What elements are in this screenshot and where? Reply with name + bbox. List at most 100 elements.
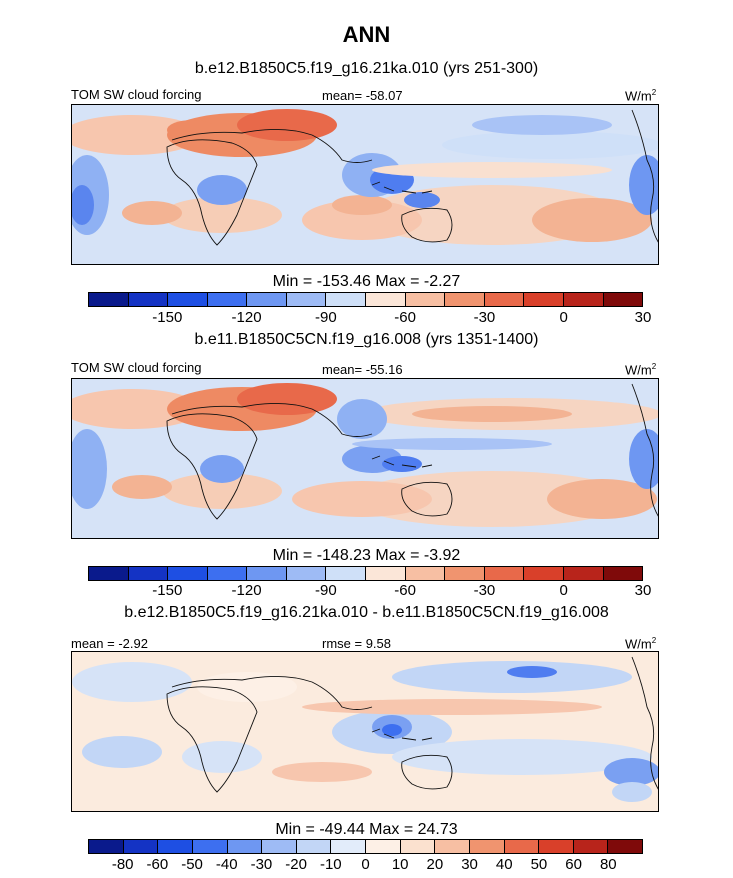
colorbar-swatch bbox=[539, 840, 574, 853]
colorbar-swatch bbox=[469, 840, 505, 853]
colorbar-swatch bbox=[445, 567, 485, 580]
colorbar-tick-label: -30 bbox=[473, 309, 496, 326]
colorbar-swatch bbox=[331, 840, 366, 853]
panel-1-ticks: -150 -120 -90 -60 -30 0 30 bbox=[88, 309, 651, 327]
colorbar-swatch bbox=[89, 567, 129, 580]
colorbar-swatch bbox=[405, 567, 446, 580]
colorbar-tick-label: -20 bbox=[285, 856, 307, 873]
colorbar-tick-label: -60 bbox=[394, 582, 416, 599]
panel-1-field bbox=[72, 105, 658, 264]
colorbar-swatch bbox=[366, 840, 401, 853]
panel-1-left-label: TOM SW cloud forcing bbox=[71, 87, 202, 102]
colorbar-swatch bbox=[326, 293, 367, 306]
colorbar-swatch bbox=[247, 567, 287, 580]
colorbar-tick-label: 30 bbox=[461, 856, 478, 873]
colorbar-tick-label: -40 bbox=[215, 856, 238, 873]
panel-3-unit: W/m2 bbox=[625, 636, 657, 652]
panel-3-title: b.e12.B1850C5.f19_g16.21ka.010 - b.e11.B… bbox=[124, 604, 609, 621]
colorbar-swatch bbox=[603, 567, 643, 580]
panel-3-center-label: rmse = 9.58 bbox=[322, 636, 392, 651]
main-title: ANN bbox=[342, 22, 391, 47]
colorbar-swatch bbox=[247, 293, 287, 306]
colorbar-swatch bbox=[524, 293, 564, 306]
panel-2-title: b.e11.B1850C5CN.f19_g16.008 (yrs 1351-14… bbox=[194, 331, 539, 348]
panel-2-minmax: Min = -148.23 Max = -3.92 bbox=[272, 547, 461, 564]
colorbar-tick-label: -60 bbox=[394, 309, 416, 326]
colorbar-tick-label: -60 bbox=[146, 856, 169, 873]
colorbar-tick-label: -120 bbox=[231, 309, 262, 326]
colorbar-swatch bbox=[128, 567, 169, 580]
colorbar-swatch bbox=[296, 840, 332, 853]
panel-2-map bbox=[71, 378, 659, 539]
colorbar-tick-label: 0 bbox=[559, 309, 568, 326]
colorbar-swatch bbox=[435, 840, 470, 853]
colorbar-tick-label: -90 bbox=[315, 582, 337, 599]
colorbar-swatch bbox=[524, 567, 564, 580]
colorbar-tick-label: -90 bbox=[315, 309, 337, 326]
colorbar-tick-label: 30 bbox=[634, 582, 652, 599]
panel-2-ticks: -150 -120 -90 -60 -30 0 30 bbox=[88, 582, 651, 600]
colorbar-swatch bbox=[608, 840, 642, 853]
panel-1-map bbox=[71, 104, 659, 265]
panel-2-colorbar bbox=[88, 566, 643, 581]
colorbar-swatch bbox=[573, 840, 609, 853]
colorbar-tick-label: -10 bbox=[319, 856, 342, 873]
colorbar-swatch bbox=[227, 840, 263, 853]
colorbar-swatch bbox=[158, 840, 193, 853]
colorbar-tick-label: 30 bbox=[634, 309, 652, 326]
panel-1-unit: W/m2 bbox=[625, 88, 657, 104]
colorbar-swatch bbox=[286, 293, 327, 306]
colorbar-tick-label: -30 bbox=[473, 582, 496, 599]
colorbar-swatch bbox=[286, 567, 327, 580]
colorbar-tick-label: 40 bbox=[495, 856, 513, 873]
panel-1-center-label: mean= -58.07 bbox=[322, 88, 403, 103]
colorbar-swatch bbox=[207, 293, 248, 306]
colorbar-swatch bbox=[400, 840, 436, 853]
panel-2-center-label: mean= -55.16 bbox=[322, 362, 403, 377]
colorbar-swatch bbox=[128, 293, 169, 306]
panel-2-field bbox=[72, 379, 658, 538]
colorbar-swatch bbox=[168, 293, 208, 306]
colorbar-swatch bbox=[326, 567, 367, 580]
colorbar-tick-label: 0 bbox=[559, 582, 568, 599]
panel-1-colorbar bbox=[88, 292, 643, 307]
panel-2-unit: W/m2 bbox=[625, 362, 657, 378]
panel-1-minmax: Min = -153.46 Max = -2.27 bbox=[272, 273, 461, 290]
panel-3-ticks: -80 -60 -50 -40 -30 -20 -10 0 10 20 30 40 50 60 80 bbox=[88, 856, 643, 874]
colorbar-swatch bbox=[366, 567, 406, 580]
colorbar-swatch bbox=[89, 293, 129, 306]
colorbar-swatch bbox=[445, 293, 485, 306]
colorbar-tick-label: -30 bbox=[250, 856, 273, 873]
colorbar-swatch bbox=[262, 840, 297, 853]
colorbar-tick-label: -50 bbox=[181, 856, 203, 873]
colorbar-swatch bbox=[207, 567, 248, 580]
colorbar-tick-label: 60 bbox=[565, 856, 582, 873]
panel-2-left-label: TOM SW cloud forcing bbox=[71, 360, 202, 375]
colorbar-swatch bbox=[405, 293, 446, 306]
colorbar-swatch bbox=[366, 293, 406, 306]
colorbar-tick-label: -120 bbox=[231, 582, 262, 599]
colorbar-swatch bbox=[484, 293, 525, 306]
colorbar-swatch bbox=[504, 840, 540, 853]
panel-1-title: b.e12.B1850C5.f19_g16.21ka.010 (yrs 251-… bbox=[194, 60, 539, 77]
colorbar-tick-label: -80 bbox=[111, 856, 134, 873]
colorbar-swatch bbox=[192, 840, 228, 853]
colorbar-tick-label: 10 bbox=[391, 856, 409, 873]
colorbar-tick-label: 20 bbox=[426, 856, 444, 873]
colorbar-tick-label: -150 bbox=[152, 309, 183, 326]
panel-3-minmax: Min = -49.44 Max = 24.73 bbox=[275, 821, 458, 838]
panel-3-colorbar bbox=[88, 839, 643, 854]
colorbar-tick-label: 0 bbox=[361, 856, 370, 873]
panel-3-left-label: mean = -2.92 bbox=[71, 636, 148, 651]
colorbar-tick-label: 50 bbox=[530, 856, 548, 873]
panel-3-map bbox=[71, 651, 659, 812]
colorbar-swatch bbox=[603, 293, 643, 306]
colorbar-swatch bbox=[123, 840, 159, 853]
colorbar-swatch bbox=[563, 567, 604, 580]
panel-3-field bbox=[72, 652, 658, 811]
colorbar-swatch bbox=[563, 293, 604, 306]
colorbar-swatch bbox=[484, 567, 525, 580]
colorbar-swatch bbox=[168, 567, 208, 580]
colorbar-tick-label: 80 bbox=[599, 856, 617, 873]
colorbar-swatch bbox=[89, 840, 124, 853]
